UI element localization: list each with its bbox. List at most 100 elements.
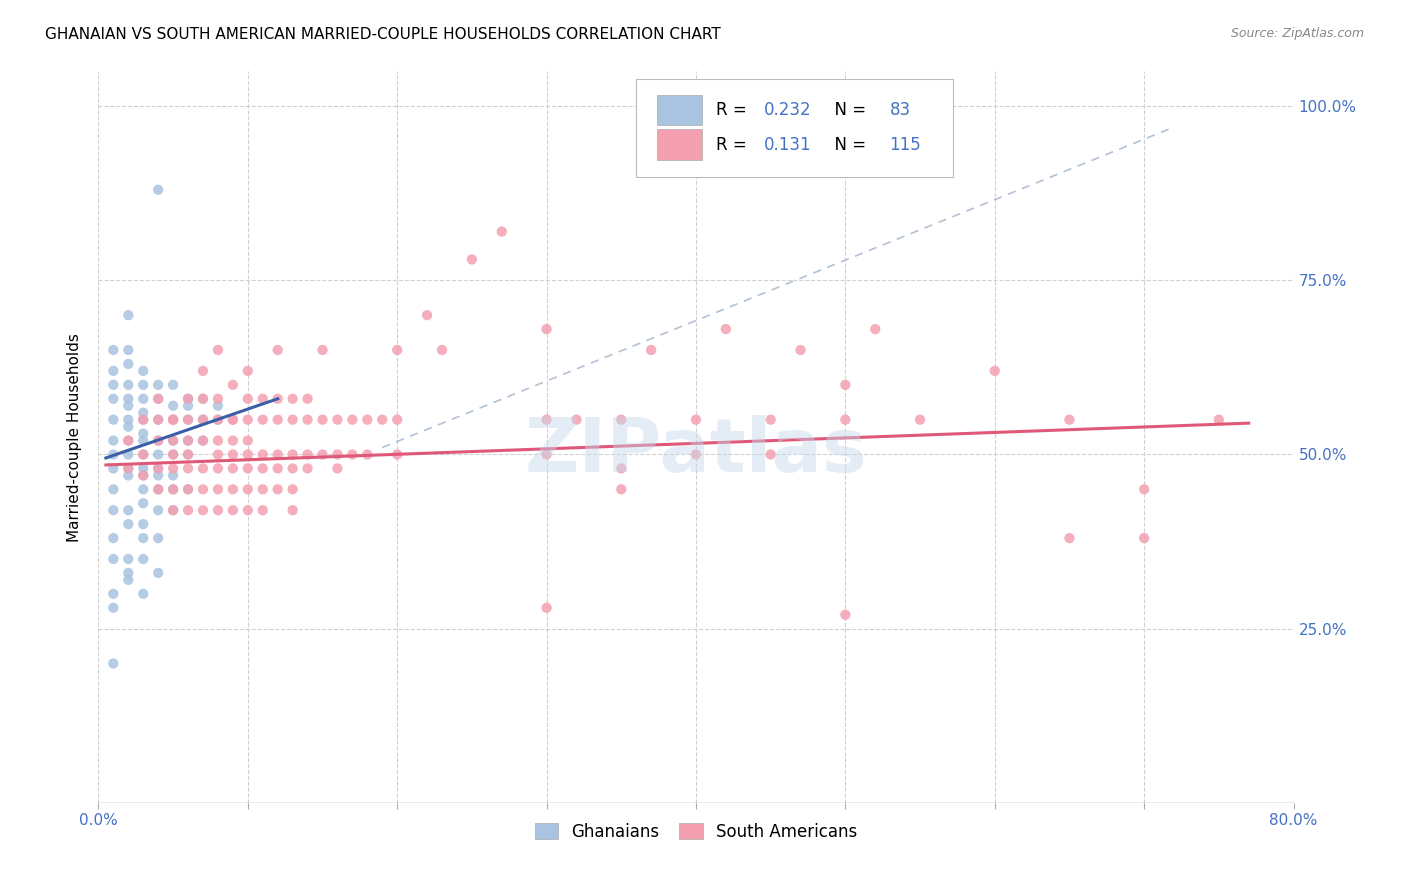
Point	[222, 461, 245, 475]
Point	[222, 412, 245, 426]
Point	[297, 392, 319, 406]
Point	[207, 343, 229, 357]
Point	[148, 448, 170, 462]
FancyBboxPatch shape	[657, 95, 702, 126]
Point	[297, 412, 319, 426]
Point	[148, 483, 170, 497]
Point	[177, 448, 200, 462]
Point	[117, 503, 139, 517]
Point	[385, 448, 409, 462]
Point	[222, 434, 245, 448]
Point	[207, 461, 229, 475]
Point	[177, 448, 200, 462]
Point	[565, 412, 588, 426]
Point	[236, 412, 259, 426]
Point	[177, 434, 200, 448]
Point	[536, 322, 558, 336]
Point	[536, 412, 558, 426]
Point	[834, 412, 856, 426]
Point	[191, 434, 214, 448]
Point	[103, 503, 125, 517]
Point	[177, 503, 200, 517]
Point	[148, 503, 170, 517]
Point	[191, 412, 214, 426]
Point	[385, 412, 409, 426]
Point	[252, 503, 274, 517]
Point	[103, 657, 125, 671]
Text: 83: 83	[890, 101, 911, 120]
FancyBboxPatch shape	[637, 78, 953, 178]
Point	[117, 573, 139, 587]
Point	[103, 434, 125, 448]
Point	[416, 308, 439, 322]
Point	[685, 448, 707, 462]
Point	[236, 434, 259, 448]
Point	[117, 552, 139, 566]
Point	[1133, 531, 1156, 545]
Text: Source: ZipAtlas.com: Source: ZipAtlas.com	[1230, 27, 1364, 40]
Point	[132, 377, 155, 392]
Point	[222, 503, 245, 517]
Point	[281, 461, 304, 475]
Point	[207, 399, 229, 413]
Point	[834, 607, 856, 622]
Point	[103, 412, 125, 426]
Point	[148, 434, 170, 448]
Point	[132, 517, 155, 532]
Text: 0.232: 0.232	[763, 101, 811, 120]
Point	[177, 461, 200, 475]
Point	[610, 483, 633, 497]
Point	[117, 448, 139, 462]
Point	[191, 392, 214, 406]
Point	[162, 503, 184, 517]
Point	[714, 322, 737, 336]
Text: N =: N =	[824, 136, 872, 153]
Point	[191, 434, 214, 448]
Text: R =: R =	[716, 136, 752, 153]
Point	[162, 377, 184, 392]
Point	[610, 412, 633, 426]
Point	[356, 412, 378, 426]
Point	[834, 377, 856, 392]
Point	[191, 392, 214, 406]
Point	[252, 448, 274, 462]
Point	[326, 461, 349, 475]
Point	[103, 343, 125, 357]
Point	[117, 377, 139, 392]
Point	[148, 468, 170, 483]
Point	[162, 468, 184, 483]
Point	[236, 364, 259, 378]
Point	[177, 434, 200, 448]
Point	[162, 434, 184, 448]
Point	[132, 406, 155, 420]
Point	[103, 531, 125, 545]
Text: 0.131: 0.131	[763, 136, 811, 153]
Y-axis label: Married-couple Households: Married-couple Households	[67, 333, 83, 541]
Point	[132, 483, 155, 497]
Point	[132, 412, 155, 426]
Point	[371, 412, 394, 426]
Point	[132, 392, 155, 406]
Point	[103, 392, 125, 406]
Point	[326, 448, 349, 462]
Point	[252, 483, 274, 497]
Point	[759, 412, 782, 426]
Text: 115: 115	[890, 136, 921, 153]
Point	[132, 412, 155, 426]
Point	[610, 461, 633, 475]
Point	[326, 412, 349, 426]
Point	[177, 483, 200, 497]
Point	[177, 483, 200, 497]
Point	[789, 343, 811, 357]
Point	[103, 448, 125, 462]
Point	[148, 461, 170, 475]
Point	[148, 566, 170, 580]
Point	[103, 377, 125, 392]
Point	[132, 468, 155, 483]
Point	[267, 483, 290, 497]
Point	[148, 412, 170, 426]
Point	[252, 392, 274, 406]
Point	[162, 448, 184, 462]
Point	[281, 503, 304, 517]
Point	[132, 496, 155, 510]
